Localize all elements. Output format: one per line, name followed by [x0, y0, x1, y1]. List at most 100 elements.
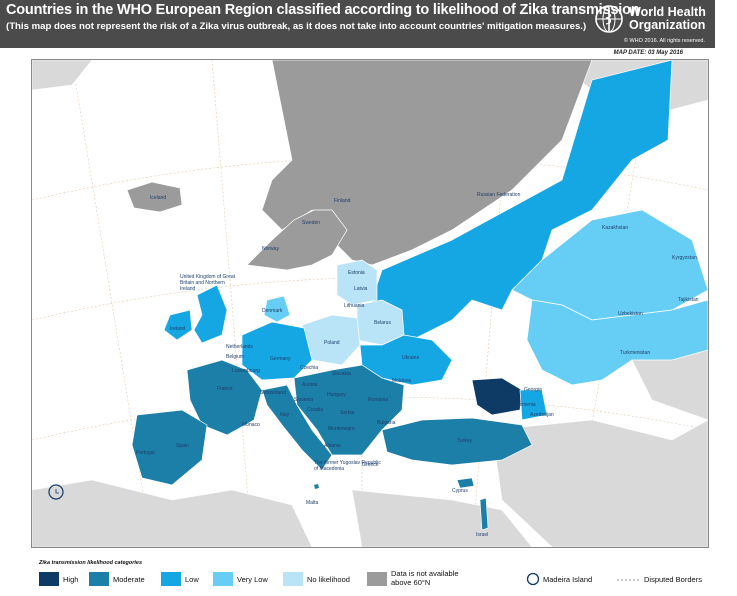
- label-azerbaijan: Azerbaijan: [530, 412, 554, 418]
- label-ukraine: Ukraine: [402, 355, 420, 361]
- region-iceland: [126, 181, 183, 213]
- map-title: Countries in the WHO European Region cla…: [6, 2, 640, 18]
- label-albania: Albania: [324, 443, 341, 449]
- region-france: [186, 359, 263, 436]
- legend-label-no-likelihood: No likelihood: [307, 575, 350, 584]
- region-cyprus: [456, 477, 475, 489]
- legend-swatch-low: [161, 572, 181, 586]
- label-slovenia: Slovenia: [294, 397, 314, 403]
- label-denmark: Denmark: [262, 308, 283, 314]
- region-baltics: [336, 259, 378, 306]
- legend-label-no-data: Data is not available above 60°N: [391, 569, 459, 587]
- region-no-data-north: [261, 60, 593, 266]
- label-france: France: [217, 386, 233, 392]
- label-montenegro: Montenegro: [328, 426, 355, 432]
- legend: High Moderate Low Very Low No likelihood…: [39, 569, 719, 588]
- region-balkans: [293, 364, 405, 456]
- region-germany: [241, 321, 313, 381]
- label-germany: Germany: [270, 356, 291, 362]
- label-tajikistan: Tajikistan: [678, 297, 699, 303]
- region-caucasus-east: [519, 389, 548, 421]
- map-date: MAP DATE: 03 May 2016: [613, 50, 683, 56]
- label-iceland: Iceland: [150, 195, 167, 201]
- legend-swatch-very-low: [213, 572, 233, 586]
- disputed-border-icon: [617, 579, 641, 581]
- who-name-line2: Organization: [629, 18, 706, 32]
- label-monaco: Monaco: [242, 422, 260, 428]
- label-norway: Norway: [262, 246, 279, 252]
- label-croatia: Croatia: [307, 407, 324, 413]
- label-austria: Austria: [302, 382, 318, 388]
- region-central-asia: [526, 299, 708, 386]
- label-lithuania: Lithuania: [344, 303, 365, 309]
- label-luxembourg: Luxembourg: [232, 368, 260, 374]
- label-czechia: Czechia: [300, 365, 319, 371]
- label-netherlands: Netherlands: [226, 344, 253, 350]
- map-subtitle: (This map does not represent the risk of…: [6, 21, 587, 32]
- label-turkey: Turkey: [457, 438, 473, 444]
- label-uk: United Kingdom of Great Britain and Nort…: [180, 274, 236, 292]
- legend-swatch-no-likelihood: [283, 572, 303, 586]
- madeira-legend-icon: [526, 572, 540, 586]
- madeira-marker-icon: [48, 484, 64, 500]
- label-estonia: Estonia: [348, 270, 365, 276]
- legend-swatch-no-data: [367, 572, 387, 586]
- region-israel: [479, 497, 489, 531]
- legend-swatch-moderate: [89, 572, 109, 586]
- legend-label-low: Low: [185, 575, 199, 584]
- label-kazakhstan: Kazakhstan: [602, 225, 629, 231]
- label-serbia: Serbia: [340, 410, 355, 416]
- legend-label-disputed: Disputed Borders: [644, 575, 702, 584]
- label-moldova: Moldova: [392, 378, 411, 384]
- who-emblem-icon: [595, 5, 623, 33]
- label-sweden: Sweden: [302, 220, 321, 226]
- label-cyprus: Cyprus: [452, 488, 468, 494]
- region-uk: [193, 284, 228, 344]
- label-russia: Russian Federation: [477, 192, 521, 198]
- legend-title: Zika transmission likelihood categories: [39, 560, 143, 566]
- label-portugal: Portugal: [136, 450, 155, 456]
- label-belarus: Belarus: [374, 320, 391, 326]
- legend-swatch-high: [39, 572, 59, 586]
- label-greece: Greece: [362, 462, 379, 468]
- who-name-line1: World Health: [629, 5, 706, 19]
- region-georgia-armenia: [471, 377, 523, 416]
- label-uzbekistan: Uzbekistan: [618, 311, 643, 317]
- label-bulgaria: Bulgaria: [377, 420, 396, 426]
- region-scandinavia: [246, 209, 348, 271]
- region-italy: [261, 384, 333, 471]
- label-belgium: Belgium: [226, 354, 245, 360]
- label-romania: Romania: [368, 397, 389, 403]
- copyright-note: © WHO 2016. All rights reserved.: [623, 38, 705, 44]
- region-malta: [314, 484, 319, 489]
- region-turkey: [381, 417, 533, 466]
- region-iberia: [131, 409, 208, 486]
- label-latvia: Latvia: [354, 286, 368, 292]
- who-name: World Health Organization: [629, 6, 706, 32]
- label-macedonia: The former Yugoslav Republic of Macedoni…: [314, 460, 381, 472]
- label-finland: Finland: [334, 198, 351, 204]
- label-israel: Israel: [476, 532, 489, 538]
- label-malta: Malta: [306, 500, 319, 506]
- label-ireland: Ireland: [170, 326, 186, 332]
- legend-label-high: High: [63, 575, 79, 584]
- label-georgia: Georgia: [524, 387, 542, 393]
- label-hungary: Hungary: [327, 392, 346, 398]
- legend-label-moderate: Moderate: [113, 575, 145, 584]
- label-spain: Spain: [176, 443, 189, 449]
- label-italy: Italy: [280, 412, 290, 418]
- label-switzerland: Switzerland: [260, 390, 286, 396]
- label-slovakia: Slovakia: [332, 371, 351, 377]
- region-denmark: [263, 295, 291, 323]
- europe-map: [32, 60, 708, 547]
- label-kyrgyzstan: Kyrgyzstan: [672, 255, 697, 261]
- who-logo-block: World Health Organization: [594, 4, 714, 38]
- legend-label-madeira: Madeira Island: [543, 575, 593, 584]
- map-panel: Iceland Finland Sweden Norway Russian Fe…: [31, 59, 709, 548]
- region-ireland: [163, 309, 193, 341]
- map-header: Countries in the WHO European Region cla…: [0, 0, 715, 48]
- label-armenia: Armenia: [517, 402, 536, 408]
- legend-label-very-low: Very Low: [237, 575, 268, 584]
- label-poland: Poland: [324, 340, 340, 346]
- label-turkmenistan: Turkmenistan: [620, 350, 651, 356]
